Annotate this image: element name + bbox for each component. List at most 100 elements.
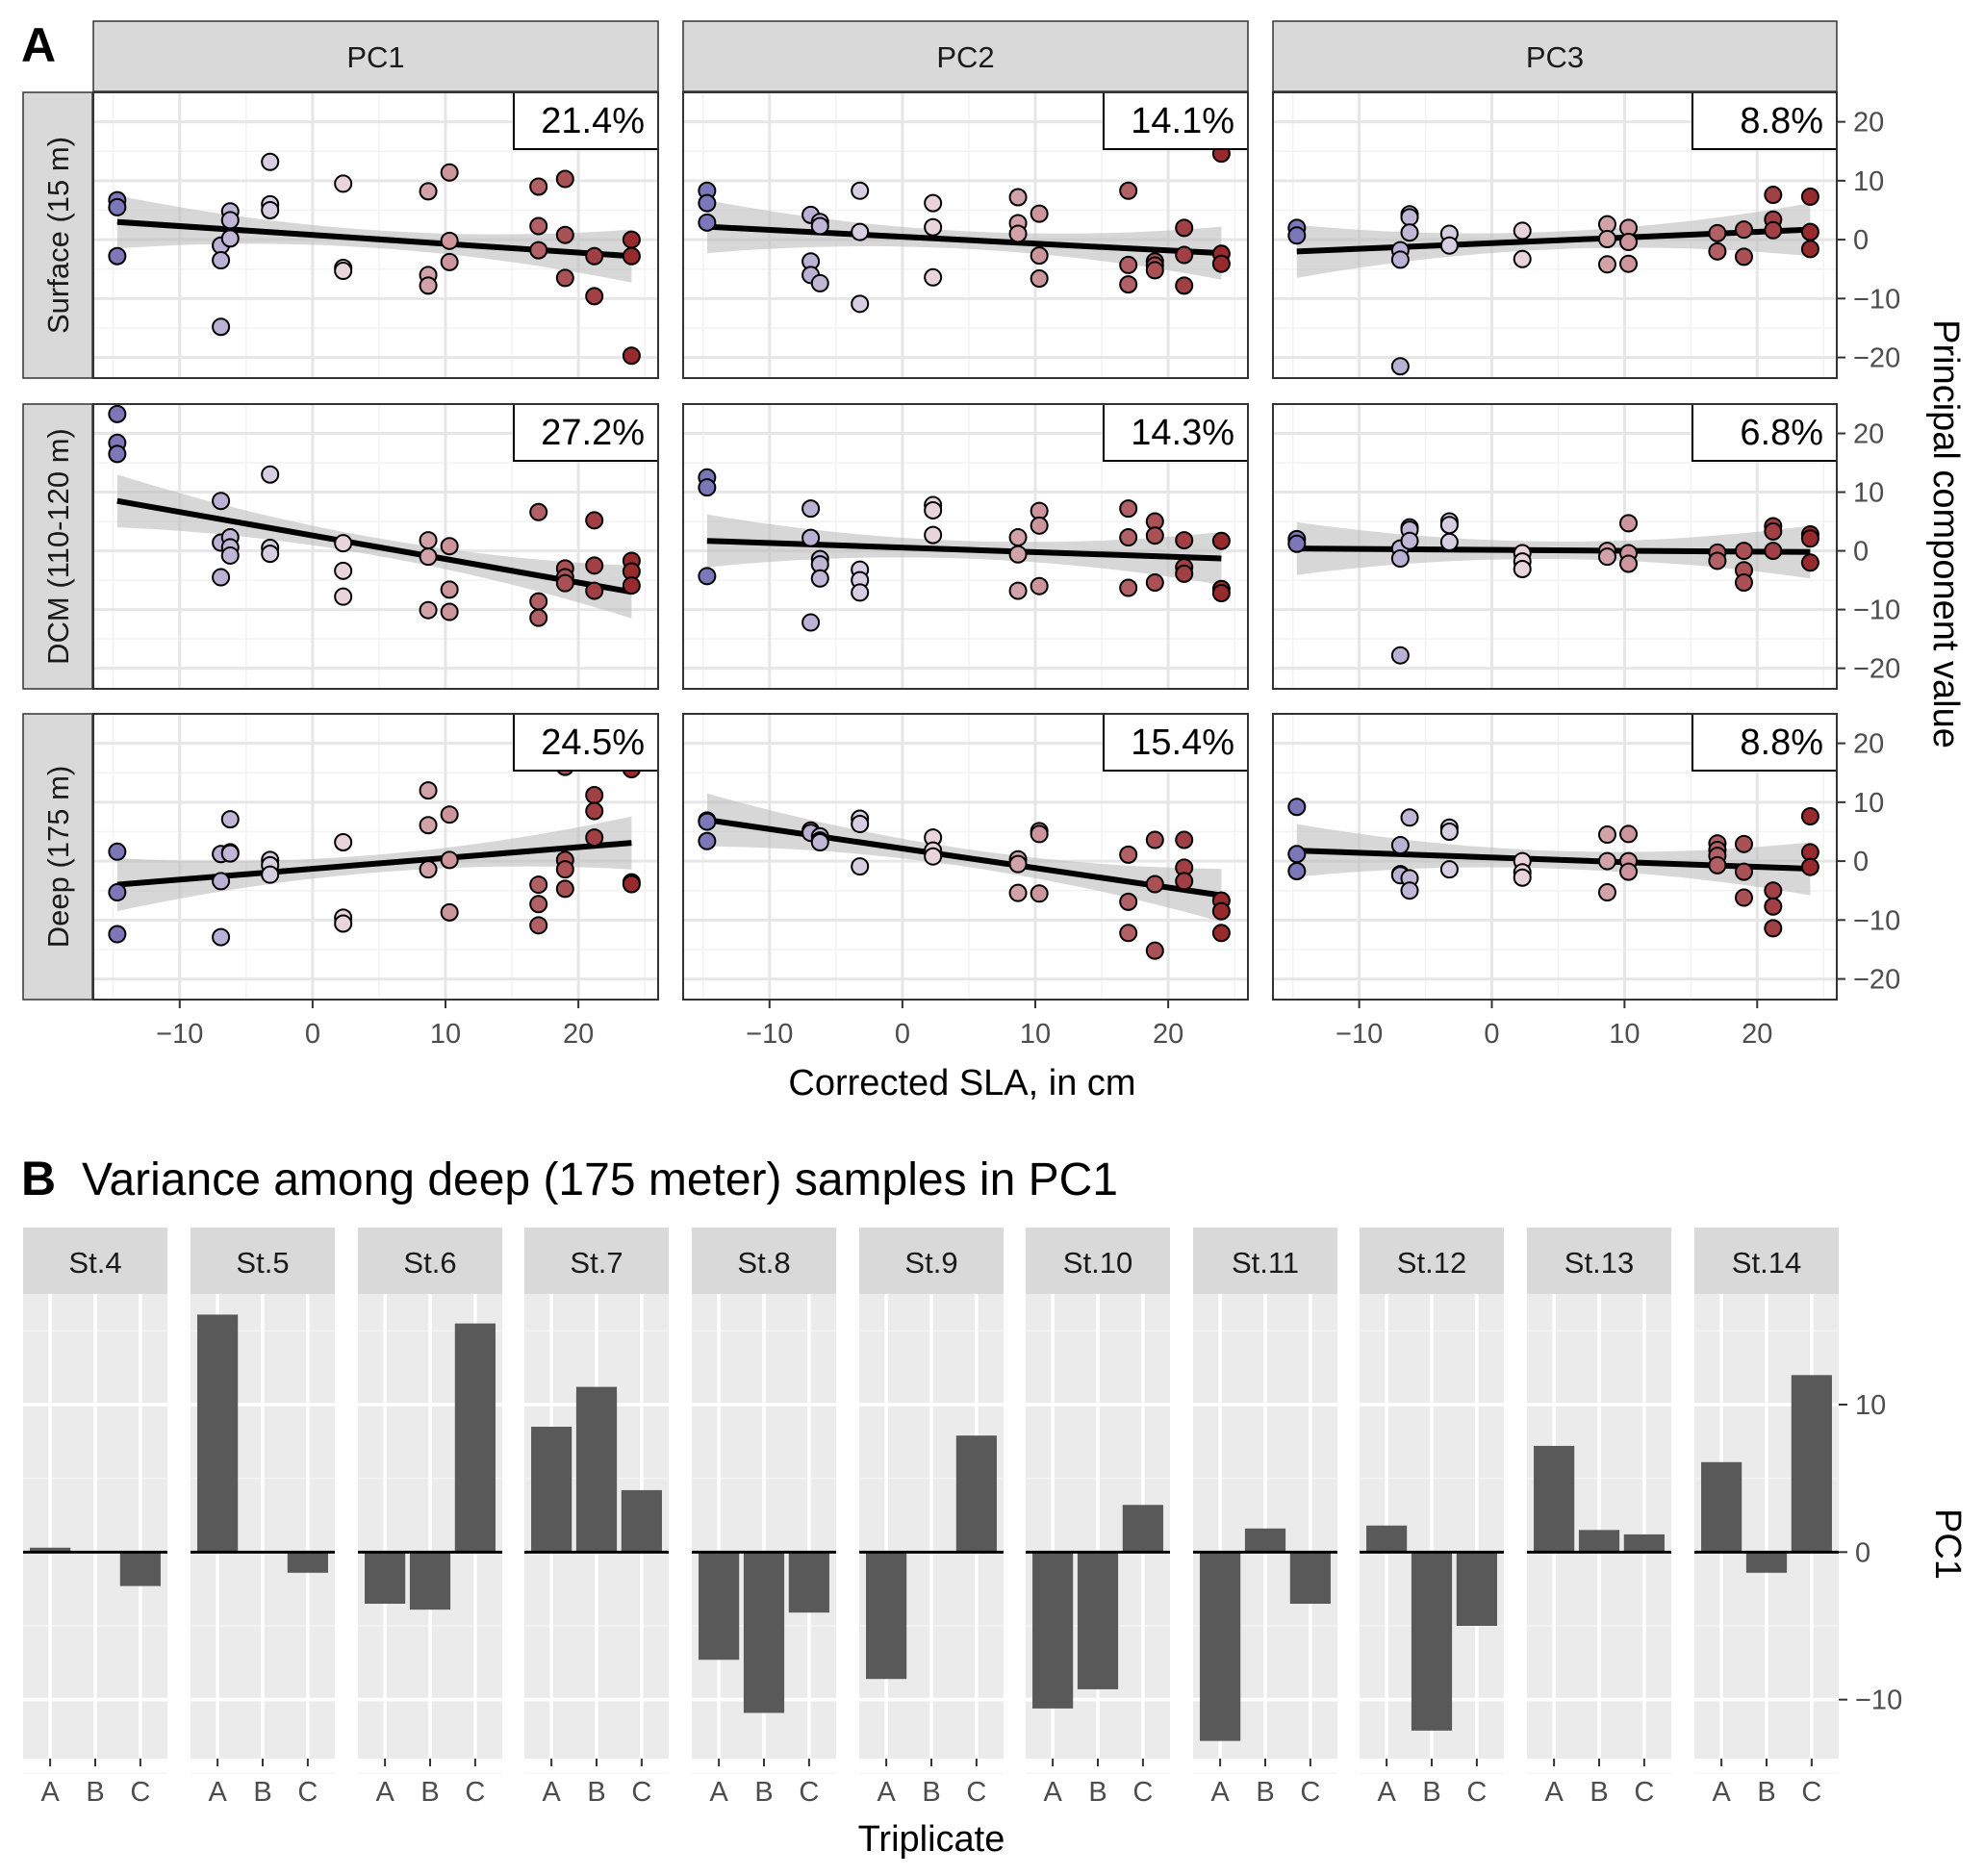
data-point <box>698 193 717 213</box>
x-tick-label: B <box>754 1777 773 1808</box>
y-tick-label: 0 <box>1853 537 1869 568</box>
data-point <box>555 879 574 899</box>
x-tick-label: B <box>1757 1777 1775 1808</box>
bar <box>1701 1461 1742 1553</box>
data-point <box>851 815 870 834</box>
data-point <box>419 816 438 835</box>
data-point <box>698 213 717 232</box>
x-tick-label: B <box>922 1777 940 1808</box>
station-strip-label: St.11 <box>1232 1246 1299 1280</box>
station-panel: St.13 A B C <box>1527 1228 1671 1808</box>
data-point <box>622 346 641 366</box>
y-tick-label: 10 <box>1853 166 1884 197</box>
data-point <box>1390 250 1410 269</box>
variance-label: 15.4% <box>1131 723 1234 763</box>
data-point <box>924 525 943 545</box>
row-strip-label: Surface (15 m) <box>41 137 75 334</box>
data-point <box>1708 551 1727 570</box>
y-tick-label: 20 <box>1853 419 1884 450</box>
data-point <box>1287 862 1307 881</box>
row-strip-label: Deep (175 m) <box>41 766 75 949</box>
data-point <box>1597 255 1616 274</box>
data-point <box>801 528 821 547</box>
data-point <box>334 832 353 851</box>
data-point <box>440 163 459 182</box>
data-point <box>108 842 127 861</box>
column-strip-label: PC1 <box>346 40 404 74</box>
data-point <box>1211 901 1231 921</box>
data-point <box>1764 186 1783 205</box>
data-point <box>924 847 943 866</box>
facet-data <box>108 152 641 366</box>
bar <box>866 1552 907 1680</box>
data-point <box>851 222 870 241</box>
data-point <box>261 465 280 484</box>
x-tick-label: 10 <box>1020 1019 1051 1050</box>
data-point <box>810 569 829 588</box>
panel-a-facets: 21.4% 14.1% 8.8% 27.2% 14.3% 6.8% 24.5% 15.4% 8.… <box>92 91 1838 1001</box>
data-point <box>801 499 821 519</box>
x-tick-label: A <box>375 1777 394 1808</box>
data-point <box>220 211 240 230</box>
data-point <box>1400 531 1419 550</box>
station-strip <box>1026 1228 1170 1294</box>
variance-label-box <box>1691 403 1838 462</box>
data-point <box>585 786 604 805</box>
data-point <box>261 865 280 884</box>
facet-panel: 21.4% <box>92 91 659 379</box>
x-tick-label: 0 <box>895 1019 910 1050</box>
data-point <box>108 246 127 266</box>
data-point <box>1513 559 1532 578</box>
data-point <box>1764 919 1783 938</box>
data-point <box>1800 857 1819 876</box>
x-tick-label: B <box>420 1777 439 1808</box>
data-point <box>1734 247 1753 266</box>
facet-panel: 24.5% <box>92 713 659 1001</box>
data-point <box>419 182 438 201</box>
x-tick-label: B <box>253 1777 271 1808</box>
data-point <box>1513 868 1532 887</box>
data-point <box>1030 824 1049 844</box>
facet-border <box>1272 91 1838 379</box>
x-tick-label: A <box>1544 1777 1564 1808</box>
facet-panel: 8.8% <box>1272 91 1838 379</box>
data-point <box>1030 884 1049 903</box>
bar <box>197 1314 239 1553</box>
x-tick-label: −10 <box>746 1019 793 1050</box>
data-point <box>585 581 604 600</box>
facet-border <box>92 91 659 379</box>
bar <box>287 1552 328 1573</box>
x-tick-label: C <box>799 1777 819 1808</box>
data-point <box>585 828 604 848</box>
x-tick-label: A <box>709 1777 728 1808</box>
station-strip <box>692 1228 836 1294</box>
facet-panel: 8.8% <box>1272 713 1838 1001</box>
station-strip-label: St.10 <box>1063 1246 1132 1280</box>
bar <box>1366 1525 1408 1553</box>
y-tick-label: 0 <box>1855 1537 1870 1568</box>
data-point <box>1287 226 1307 245</box>
variance-label-box <box>513 713 659 772</box>
data-point <box>1030 269 1049 289</box>
data-point <box>1734 862 1753 881</box>
column-strip-label: PC3 <box>1526 40 1584 74</box>
column-strip <box>92 20 659 92</box>
data-point <box>924 193 943 213</box>
data-point <box>334 262 353 281</box>
facet-panel: 14.1% <box>682 91 1249 379</box>
data-point <box>810 832 829 851</box>
y-tick-label: 10 <box>1853 478 1884 509</box>
bar <box>1791 1375 1832 1553</box>
data-point <box>1619 824 1639 844</box>
x-tick-label: 10 <box>1609 1019 1640 1050</box>
data-point <box>212 251 231 270</box>
data-point <box>851 181 870 200</box>
bar <box>1122 1505 1163 1553</box>
data-point <box>1175 830 1194 849</box>
station-panel: St.5 A B C <box>191 1228 335 1808</box>
data-point <box>334 914 353 933</box>
data-point <box>1800 187 1819 206</box>
regression-line <box>706 817 1222 899</box>
panel-b-letter: B <box>21 1152 56 1205</box>
